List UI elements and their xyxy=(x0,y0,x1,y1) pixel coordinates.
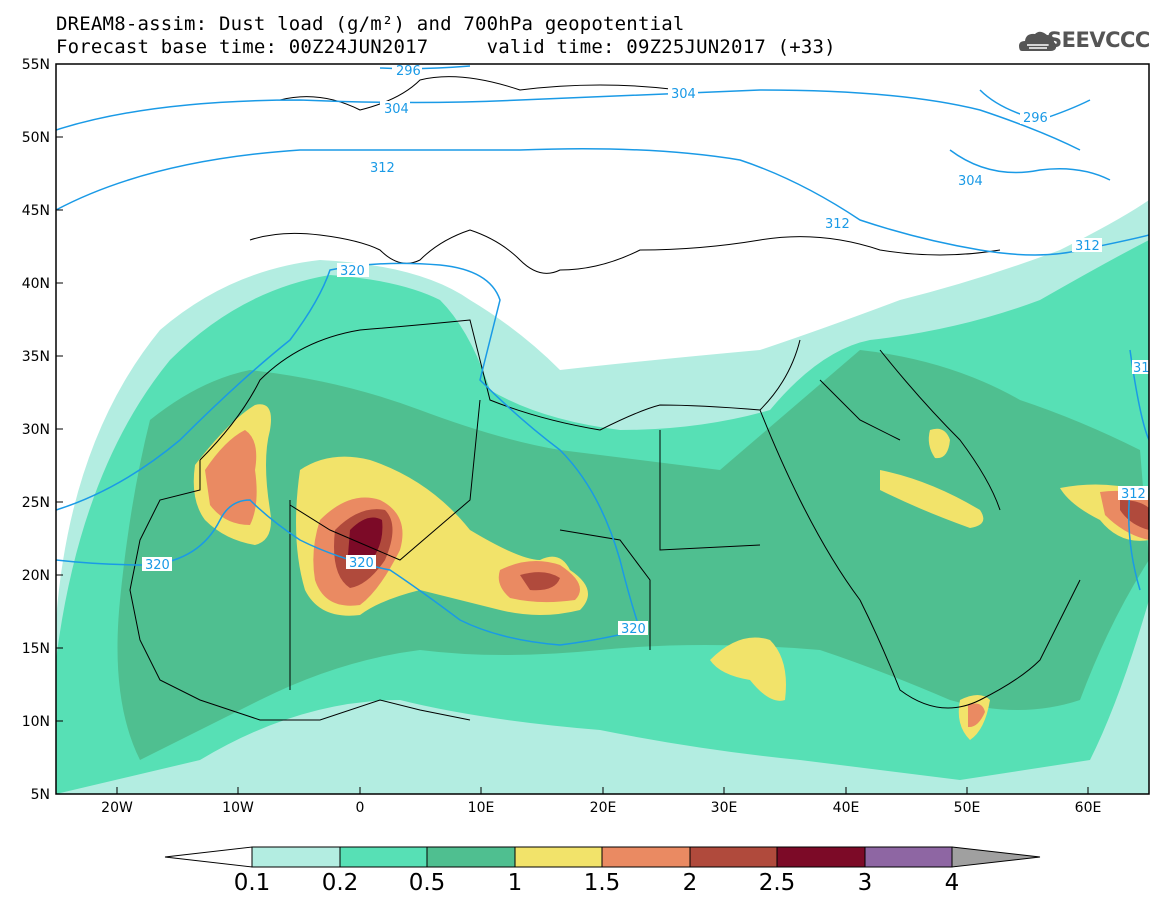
colorbar-high-arrow xyxy=(951,846,1041,868)
contour-label: 320 xyxy=(621,622,646,637)
contour-label: 312 xyxy=(370,161,395,176)
map-title: DREAM8-assim: Dust load (g/m²) and 700hP… xyxy=(56,13,685,35)
colorbar-swatch xyxy=(251,846,341,868)
contour-label: 304 xyxy=(384,102,409,117)
contour-label: 312 xyxy=(1121,487,1146,502)
colorbar-swatch xyxy=(601,846,691,868)
lat-label: 25N xyxy=(21,495,50,511)
lon-label: 10W xyxy=(222,800,254,816)
colorbar-label: 2.5 xyxy=(758,870,796,896)
lat-label: 50N xyxy=(21,130,50,146)
colorbar-swatch xyxy=(426,846,516,868)
lon-label: 20E xyxy=(589,800,617,816)
colorbar-swatch xyxy=(864,846,953,868)
lon-label: 60E xyxy=(1074,800,1102,816)
contour-label: 304 xyxy=(671,87,696,102)
colorbar-label: 1 xyxy=(507,870,523,896)
colorbar-swatch xyxy=(689,846,778,868)
contour-label: 320 xyxy=(145,558,170,573)
lat-label: 30N xyxy=(21,422,50,438)
lat-label: 20N xyxy=(21,568,50,584)
axis-ticks xyxy=(56,63,1089,794)
lat-label: 15N xyxy=(21,641,50,657)
lat-label: 10N xyxy=(21,714,50,730)
lat-label: 45N xyxy=(21,203,50,219)
lon-label: 40E xyxy=(832,800,860,816)
logo-text: SEEVCCC xyxy=(1047,28,1150,52)
colorbar-label: 3 xyxy=(857,870,873,896)
lat-label: 40N xyxy=(21,276,50,292)
colorbar-low-arrow xyxy=(164,846,253,868)
contour-label: 320 xyxy=(340,264,365,279)
colorbar-swatch xyxy=(514,846,603,868)
lon-label: 10E xyxy=(467,800,495,816)
lon-label: 50E xyxy=(953,800,981,816)
lat-label: 5N xyxy=(30,787,50,803)
lon-label: 20W xyxy=(101,800,133,816)
lon-label: 0 xyxy=(355,800,365,816)
colorbar-swatch xyxy=(339,846,428,868)
contour-label: 304 xyxy=(958,174,983,189)
colorbar xyxy=(164,846,1041,868)
dust-fields xyxy=(56,200,1149,794)
contour-label: 296 xyxy=(396,64,421,79)
lon-label: 30E xyxy=(710,800,738,816)
contour-label: 312 xyxy=(1075,239,1100,254)
geopotential-contours xyxy=(56,65,1149,646)
colorbar-label: 1.5 xyxy=(583,870,621,896)
lat-label: 55N xyxy=(21,57,50,73)
cloud-logo-icon xyxy=(1019,31,1057,51)
colorbar-label: 2 xyxy=(682,870,698,896)
colorbar-label: 0.5 xyxy=(408,870,446,896)
coastlines xyxy=(129,76,1081,721)
lat-label: 35N xyxy=(21,349,50,365)
contour-labels: 296 304 312 320 320 320 320 312 304 296 … xyxy=(142,63,1150,637)
contour-label: 320 xyxy=(349,556,374,571)
colorbar-label: 0.2 xyxy=(321,870,359,896)
forecast-time-info: Forecast base time: 00Z24JUN2017 valid t… xyxy=(56,36,836,58)
contour-label: 31 xyxy=(1133,361,1150,376)
colorbar-swatch xyxy=(776,846,866,868)
colorbar-label: 0.1 xyxy=(233,870,271,896)
contour-label: 296 xyxy=(1023,111,1048,126)
colorbar-label: 4 xyxy=(944,870,960,896)
contour-label: 312 xyxy=(825,217,850,232)
